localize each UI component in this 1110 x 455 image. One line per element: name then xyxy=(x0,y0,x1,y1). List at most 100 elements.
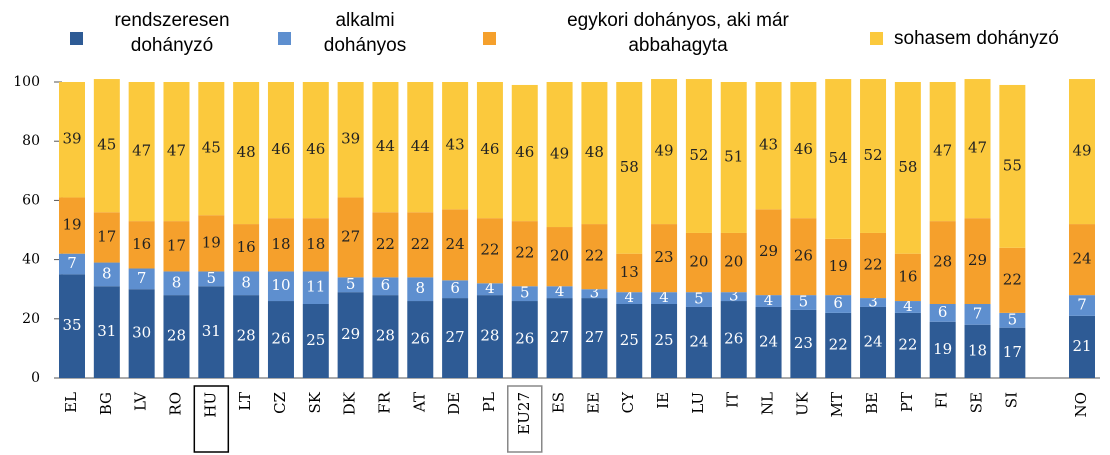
bar-segment xyxy=(1069,295,1095,316)
bar-segment xyxy=(964,218,991,304)
data-label: 47 xyxy=(968,139,987,157)
bar-segment xyxy=(616,253,643,293)
bar-segment xyxy=(442,298,469,378)
bar-segment xyxy=(860,298,887,307)
data-label: 18 xyxy=(271,235,290,253)
data-label: 4 xyxy=(903,297,913,315)
bar-segment xyxy=(372,295,399,378)
bar-segment xyxy=(755,306,782,378)
data-label: 28 xyxy=(376,327,395,345)
bar-segment xyxy=(511,84,538,222)
y-tick-label: 100 xyxy=(13,74,40,90)
x-tick-label: DE xyxy=(445,392,463,415)
data-label: 22 xyxy=(376,235,395,253)
data-label: 49 xyxy=(655,142,674,160)
data-label: 3 xyxy=(868,293,878,311)
bar-segment xyxy=(267,301,294,378)
bar-segment xyxy=(651,304,678,378)
data-label: 25 xyxy=(620,331,639,349)
data-label: 13 xyxy=(620,263,639,281)
data-label: 19 xyxy=(933,340,952,358)
bar-segment xyxy=(929,304,956,322)
bar-segment xyxy=(685,79,712,233)
data-label: 24 xyxy=(863,332,882,350)
data-label: 8 xyxy=(416,279,426,297)
legend-label: rendszeresen dohányzó xyxy=(114,10,230,56)
data-label: 22 xyxy=(515,244,534,262)
bar-segment xyxy=(651,79,678,225)
bar-segment xyxy=(685,292,712,307)
x-tick-label: MT xyxy=(828,392,846,417)
data-label: 39 xyxy=(62,130,81,148)
data-label: 22 xyxy=(863,256,882,274)
x-tick-label: IT xyxy=(724,392,742,408)
data-label: 7 xyxy=(1077,295,1087,313)
data-label: 11 xyxy=(306,278,325,296)
y-tick-label: 40 xyxy=(22,252,40,268)
legend-label: sohasem dohányzó xyxy=(894,28,1059,49)
x-tick-label: PL xyxy=(480,392,498,412)
data-label: 5 xyxy=(1008,310,1018,328)
data-label: 46 xyxy=(306,140,325,158)
bar-segment xyxy=(163,295,190,378)
bar-segment xyxy=(720,232,747,293)
data-label: 4 xyxy=(485,279,495,297)
y-tick-label: 20 xyxy=(22,311,40,327)
data-label: 19 xyxy=(202,233,221,251)
data-label: 29 xyxy=(341,325,360,343)
highlight-box xyxy=(193,385,230,453)
bar-segment xyxy=(233,224,260,272)
data-label: 17 xyxy=(1003,343,1022,361)
bar-segment xyxy=(59,197,85,254)
data-label: 48 xyxy=(237,143,256,161)
data-label: 7 xyxy=(137,269,147,287)
data-label: 22 xyxy=(585,247,604,265)
data-label: 28 xyxy=(480,327,499,345)
data-label: 45 xyxy=(97,136,116,154)
y-tick-label: 0 xyxy=(31,370,40,386)
data-label: 4 xyxy=(659,288,669,306)
data-label: 7 xyxy=(67,254,77,272)
x-tick-label: UK xyxy=(793,391,811,416)
bar-segment xyxy=(685,232,712,293)
bar-segment xyxy=(476,218,503,284)
data-label: 46 xyxy=(480,140,499,158)
bar-segment xyxy=(755,295,782,307)
x-tick-label: PT xyxy=(898,392,916,412)
bar-segment xyxy=(372,277,399,296)
x-tick-label: SK xyxy=(306,391,324,413)
bar-segment xyxy=(128,82,155,222)
data-label: 23 xyxy=(655,248,674,266)
x-tick-label: CZ xyxy=(271,392,289,414)
data-label: 29 xyxy=(968,251,987,269)
legend-swatch xyxy=(70,32,83,45)
data-label: 8 xyxy=(172,273,182,291)
bar-segment xyxy=(267,82,294,219)
data-label: 6 xyxy=(833,294,843,312)
bar-segment xyxy=(999,247,1026,313)
data-label: 28 xyxy=(167,327,186,345)
data-label: 26 xyxy=(411,330,430,348)
x-tick-label: IE xyxy=(654,392,672,409)
x-tick-label: SI xyxy=(1002,392,1020,408)
bar-segment xyxy=(163,82,190,222)
data-label: 46 xyxy=(515,143,534,161)
data-label: 22 xyxy=(480,241,499,259)
bar-segment xyxy=(163,221,190,272)
data-label: 45 xyxy=(202,139,221,157)
bar-segment xyxy=(128,289,155,378)
bar-segment xyxy=(59,253,85,275)
bar-segment xyxy=(198,286,225,378)
bar-segment xyxy=(790,295,817,310)
bar-segment xyxy=(790,82,817,219)
bar-segment xyxy=(964,79,991,219)
bar-segment xyxy=(581,224,608,290)
data-label: 21 xyxy=(1072,337,1091,355)
data-label: 20 xyxy=(689,253,708,271)
data-label: 58 xyxy=(898,158,917,176)
data-label: 46 xyxy=(271,140,290,158)
data-label: 22 xyxy=(1003,270,1022,288)
data-label: 28 xyxy=(933,253,952,271)
data-label: 24 xyxy=(759,332,778,350)
bar-segment xyxy=(372,82,399,213)
